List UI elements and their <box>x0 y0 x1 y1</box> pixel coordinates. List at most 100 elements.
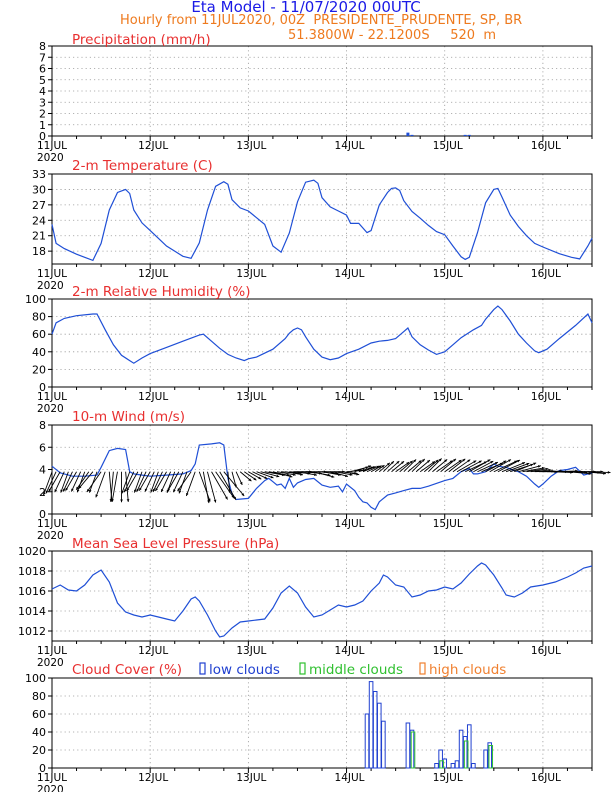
temp-series-line <box>51 179 593 262</box>
x-year-label: 2020 <box>37 784 64 792</box>
wind-arrow-head <box>178 490 182 494</box>
wind-arrow <box>530 469 552 473</box>
wind-arrow <box>95 471 106 498</box>
precip-bar <box>406 132 410 136</box>
wind-arrow-head <box>173 489 176 493</box>
wind-series-line <box>51 442 593 511</box>
wind-arrow <box>231 471 237 488</box>
x-tick-label: 11JUL <box>37 268 67 280</box>
cloud-panel: 0 20 40 60 80 100 11JUL 12JUL 13JUL 14JUL 15JUL 16J… <box>25 662 593 792</box>
wind-arrow <box>167 471 180 492</box>
wind-arrow <box>211 471 228 500</box>
x-tick-label: 11JUL <box>37 772 67 784</box>
cloud-bar-low-clouds <box>364 713 370 769</box>
cloud-bar-low-clouds <box>372 691 378 769</box>
x-year-label: 2020 <box>37 657 64 669</box>
wind-arrow-head <box>258 476 262 480</box>
wind-arrow-head <box>300 473 303 476</box>
y-tick-label: 40 <box>32 346 46 359</box>
legend-middle-clouds: middle clouds <box>309 662 403 678</box>
y-tick-label: 60 <box>32 708 46 721</box>
panel-title: 2-m Temperature (C) <box>72 158 213 174</box>
x-tick-label: 12JUL <box>138 391 168 403</box>
legend-high-clouds: high clouds <box>429 662 506 678</box>
wind-arrow <box>62 471 73 492</box>
x-tick-label: 11JUL <box>37 645 67 657</box>
wind-arrow <box>477 461 499 473</box>
wind-arrow <box>522 467 545 473</box>
wind-arrow <box>144 471 155 492</box>
wind-arrow-head <box>225 496 228 500</box>
wind-arrow-head <box>63 488 66 492</box>
panel-frame <box>51 173 593 265</box>
wind-arrow <box>395 461 410 473</box>
y-tick-label: 80 <box>32 690 46 703</box>
wind-arrow-head <box>239 481 243 485</box>
y-tick-label: 18 <box>32 245 46 258</box>
wind-arrow-head <box>478 460 482 464</box>
wind-arrow-head <box>43 492 46 496</box>
wind-arrow-head <box>487 459 491 463</box>
wind-arrow-head <box>124 489 127 493</box>
wind-arrow-head <box>207 500 210 504</box>
x-tick-label: 12JUL <box>138 140 168 152</box>
wind-arrow <box>48 471 61 492</box>
mslp-panel: 1012 1014 1016 1018 1020 11JUL 12JUL 13JUL 14JUL… <box>18 536 593 669</box>
y-tick-label: 2 <box>39 108 46 121</box>
wind-arrow <box>110 471 114 502</box>
wind-arrow-head <box>537 465 541 468</box>
wind-arrow <box>160 471 172 493</box>
temp-panel: 18 21 24 27 30 33 11JUL 12JUL 13JUL 14JUL 15JUL 16J… <box>32 158 593 292</box>
x-tick-label: 13JUL <box>236 391 266 403</box>
wind-arrow <box>460 460 482 473</box>
wind-arrow-head <box>526 462 530 466</box>
wind-arrow <box>485 460 507 473</box>
y-tick-label: 7 <box>39 51 46 64</box>
wind-arrow-head <box>89 489 92 493</box>
y-tick-label: 4 <box>39 85 46 98</box>
wind-arrow <box>583 471 607 475</box>
wind-arrow <box>518 465 541 473</box>
wind-arrow-head <box>86 488 90 492</box>
wind-arrow-head <box>418 460 422 464</box>
precip-bar <box>410 134 414 136</box>
y-tick-label: 1016 <box>18 585 46 598</box>
wind-arrow <box>448 458 466 473</box>
wind-arrow-head <box>54 489 58 493</box>
x-tick-label: 15JUL <box>433 645 463 657</box>
rh-series-line <box>51 305 593 364</box>
x-tick-label: 14JUL <box>335 518 365 530</box>
cloud-bar-low-clouds <box>450 763 456 769</box>
wind-arrow <box>391 460 405 473</box>
wind-arrow-head <box>270 475 274 479</box>
wind-arrow-head <box>431 461 435 465</box>
x-tick-label: 14JUL <box>335 391 365 403</box>
y-tick-label: 20 <box>32 744 46 757</box>
wind-arrow <box>133 471 143 493</box>
wind-arrow-head <box>139 487 142 491</box>
wind-arrow-head <box>453 458 457 462</box>
wind-arrow-head <box>48 488 52 492</box>
wind-arrow <box>86 471 102 493</box>
wind-arrow-head <box>150 489 154 493</box>
wind-arrow <box>403 459 417 473</box>
wind-arrow-head <box>533 462 537 466</box>
y-tick-label: 1012 <box>18 625 46 638</box>
wind-arrow-head <box>522 462 526 465</box>
wind-arrow-head <box>396 461 400 464</box>
legend-low-clouds-swatch <box>199 662 206 675</box>
wind-arrow <box>227 471 231 493</box>
wind-arrow <box>423 459 439 473</box>
wind-arrow-head <box>378 465 382 469</box>
wind-arrow <box>155 471 167 492</box>
wind-arrow <box>185 471 196 497</box>
wind-arrow <box>276 471 296 476</box>
wind-arrow <box>272 471 293 478</box>
y-tick-label: 4 <box>39 464 46 477</box>
rh-panel: 0 20 40 60 80 100 11JUL 12JUL 13JUL 14JUL 15JUL 16J… <box>25 284 593 415</box>
wind-arrow-head <box>356 472 360 476</box>
precip-bar <box>463 134 467 136</box>
x-tick-label: 15JUL <box>433 772 463 784</box>
cloud-bar-middle-clouds <box>410 731 416 769</box>
wind-arrow-head <box>386 462 390 466</box>
